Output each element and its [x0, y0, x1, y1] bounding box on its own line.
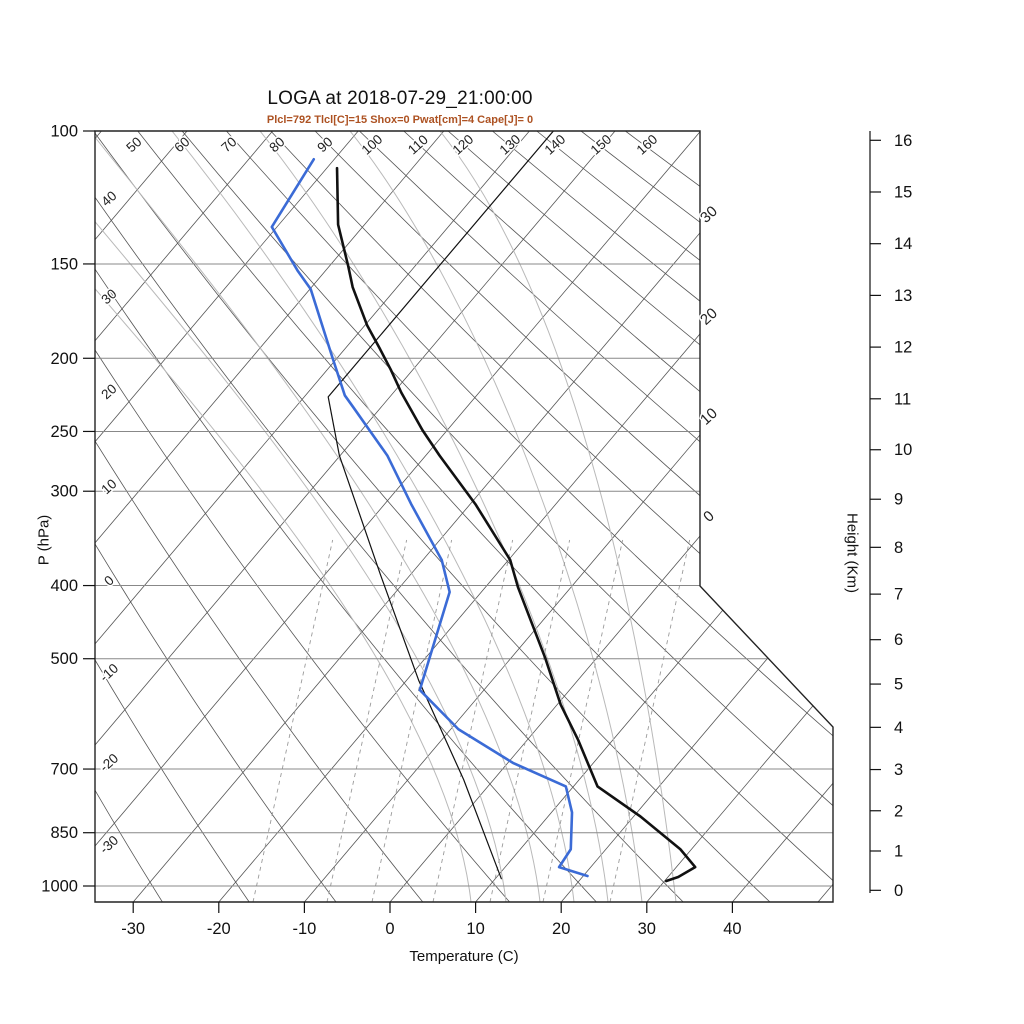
- background-line-labels: 50 60 70 80 90 100 110 120 130 140 150 160403020100…: [95, 130, 722, 858]
- dry-adiabat-label-left: -10: [97, 661, 122, 685]
- temperature-tick-label: -20: [207, 920, 231, 938]
- dry-adiabat-label-left: 30: [98, 286, 119, 307]
- height-tick-label: 6: [894, 631, 903, 649]
- temperature-tick-label: 40: [723, 920, 741, 938]
- dry-adiabat-label-left: -20: [97, 751, 122, 775]
- dry-adiabat-label-top: 140: [542, 132, 569, 158]
- sounding-curves: [270, 131, 697, 883]
- height-tick-label: 1: [894, 842, 903, 860]
- dry-adiabat-label-top: 100: [359, 132, 386, 158]
- pressure-axis: 100 150 200 250 300 400 500 700 850 1000: [41, 123, 95, 896]
- height-tick-label: 3: [894, 761, 903, 779]
- pressure-tick-label: 700: [50, 761, 78, 779]
- pressure-tick-label: 250: [50, 423, 78, 441]
- pressure-tick-label: 300: [50, 483, 78, 501]
- temperature-profile-line: [335, 166, 697, 883]
- height-tick-label: 4: [894, 719, 903, 737]
- temperature-tick-label: 30: [638, 920, 656, 938]
- temperature-axis-label: Temperature (C): [409, 948, 519, 965]
- plot-border: [94, 130, 834, 903]
- height-tick-label: 2: [894, 802, 903, 820]
- mixing-ratio-lines: [252, 539, 691, 902]
- temperature-tick-label: 0: [385, 920, 394, 938]
- temperature-tick-label: 10: [466, 920, 484, 938]
- height-tick-label: 9: [894, 491, 903, 509]
- temperature-axis: -30 -20 -10 0 10 20 30 40: [121, 902, 742, 938]
- height-tick-label: 14: [894, 235, 912, 253]
- chart-title: LOGA at 2018-07-29_21:00:00: [267, 88, 533, 109]
- pressure-tick-label: 150: [50, 255, 78, 273]
- height-tick-label: 16: [894, 132, 912, 150]
- height-tick-label: 12: [894, 339, 912, 357]
- height-tick-label: 5: [894, 676, 903, 694]
- moist-adiabat-lines: [95, 131, 677, 902]
- dry-adiabat-label-left: -30: [97, 833, 122, 857]
- dewpoint-profile-line: [270, 157, 589, 878]
- pressure-tick-label: 400: [50, 577, 78, 595]
- dry-adiabat-label-left: 0: [101, 573, 117, 589]
- pressure-tick-label: 100: [50, 123, 78, 141]
- height-tick-label: 11: [894, 390, 911, 408]
- pressure-gridlines: [95, 131, 833, 887]
- dry-adiabat-label-top: 70: [218, 134, 239, 155]
- height-tick-label: 0: [894, 882, 903, 900]
- parcel-path-line: [327, 131, 555, 880]
- dry-adiabat-label-top: 50: [123, 134, 144, 155]
- pressure-tick-label: 500: [50, 650, 78, 668]
- height-tick-label: 13: [894, 287, 912, 305]
- chart-subtitle-parcel-stats: Plcl=792 Tlcl[C]=15 Shox=0 Pwat[cm]=4 Ca…: [266, 114, 534, 126]
- height-tick-label: 10: [894, 441, 912, 459]
- pressure-tick-label: 850: [50, 824, 78, 842]
- pressure-tick-label: 200: [50, 350, 78, 368]
- pressure-axis-label: P (hPa): [35, 514, 53, 566]
- dry-adiabat-label-left: 20: [98, 381, 119, 402]
- isotherm-label-right: 0: [700, 508, 718, 526]
- height-tick-label: 7: [894, 586, 903, 604]
- dry-adiabat-label-top: 60: [171, 134, 192, 155]
- temperature-tick-label: 20: [552, 920, 570, 938]
- temperature-tick-label: -10: [292, 920, 316, 938]
- height-tick-label: 15: [894, 183, 912, 201]
- temperature-tick-label: -30: [121, 920, 145, 938]
- pressure-tick-label: 1000: [41, 878, 78, 896]
- dry-adiabat-label-top: 90: [314, 134, 335, 155]
- height-tick-label: 8: [894, 539, 903, 557]
- dry-adiabat-label-top: 80: [266, 134, 287, 155]
- height-axis-label: Height (Km): [843, 512, 861, 594]
- dry-adiabat-label-left: 10: [98, 476, 119, 497]
